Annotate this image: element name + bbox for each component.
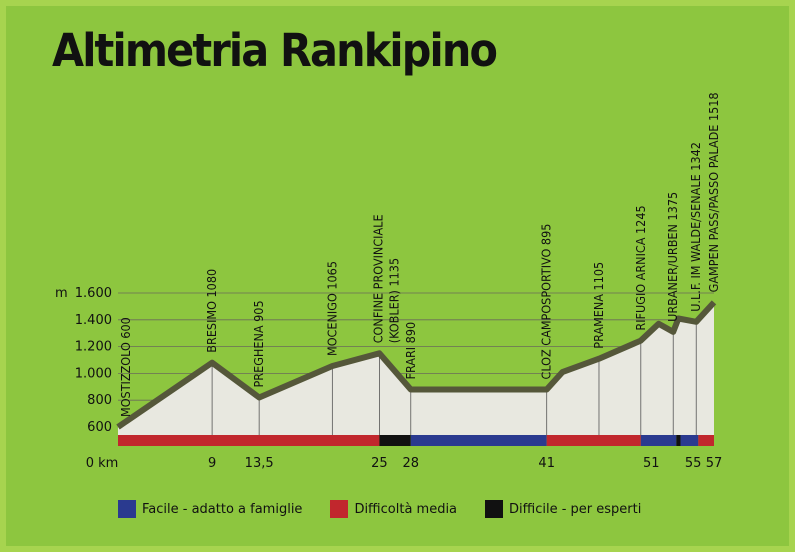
waypoint-label: MOSTIZZOLO 600 bbox=[118, 317, 133, 417]
waypoint-label: CLOZ CAMPOSPORTIVO 895 bbox=[539, 224, 554, 380]
y-tick-label: 600 bbox=[87, 420, 112, 435]
x-tick-label: 9 bbox=[208, 456, 216, 471]
legend-label: Facile - adatto a famiglie bbox=[142, 501, 303, 517]
legend-label: Difficoltà media bbox=[354, 501, 458, 517]
y-tick-label: 1.600 bbox=[75, 286, 112, 301]
profile-line bbox=[116, 300, 717, 430]
legend-item-facile: Facile - adatto a famiglie bbox=[118, 500, 302, 518]
legend: Facile - adatto a famiglie Difficoltà med… bbox=[118, 500, 669, 518]
waypoint-label: PREGHENA 905 bbox=[251, 300, 266, 387]
waypoint-label-group: U.L.F. IM WALDE/SENALE 1342 bbox=[688, 142, 703, 312]
legend-swatch bbox=[485, 500, 504, 518]
waypoint-label-line2: (KOBLER) 1135 bbox=[386, 258, 401, 343]
waypoint-label: BRESIMO 1080 bbox=[204, 269, 219, 353]
waypoint-label-group: GAMPEN PASS/PASSO PALADE 1518 bbox=[706, 92, 721, 292]
x-axis: 0 km 9 13,5 25 28 41 51 55 57 bbox=[86, 456, 723, 471]
waypoint-label-group: CONFINE PROVINCIALE (KOBLER) 1135 bbox=[370, 214, 401, 343]
legend-label: Difficile - per esperti bbox=[509, 501, 642, 517]
waypoint-label-group: PREGHENA 905 bbox=[251, 300, 266, 387]
chart-title: Altimetria Rankipino bbox=[52, 24, 498, 77]
x-tick-label: 13,5 bbox=[245, 456, 274, 471]
x-tick-label: 57 bbox=[706, 456, 723, 471]
x-tick-label: 51 bbox=[643, 456, 660, 471]
x-tick-label: 55 bbox=[685, 456, 702, 471]
legend-swatch bbox=[118, 500, 136, 518]
waypoint-label-group: PRAMENA 1105 bbox=[591, 262, 606, 349]
legend-item-difficile: Difficile - per esperti bbox=[485, 500, 641, 518]
waypoint-label-group: RIFUGIO ARNICA 1245 bbox=[633, 205, 648, 330]
x-tick-label: 0 km bbox=[86, 456, 119, 471]
waypoint-label: U.L.F. IM WALDE/SENALE 1342 bbox=[688, 142, 703, 312]
waypoint-drop-lines bbox=[211, 321, 697, 435]
y-tick-label: 1.000 bbox=[75, 366, 112, 381]
waypoint-label: MOCENIGO 1065 bbox=[324, 261, 339, 356]
waypoint-label-group: MOCENIGO 1065 bbox=[324, 261, 339, 356]
waypoint-label-group: BRESIMO 1080 bbox=[204, 269, 219, 353]
x-tick-label: 25 bbox=[371, 456, 388, 471]
waypoint-label: RIFUGIO ARNICA 1245 bbox=[633, 205, 648, 330]
difficulty-segment-media bbox=[118, 435, 380, 446]
waypoint-label-group: URBANER/URBEN 1375 bbox=[665, 192, 680, 322]
difficulty-segment-media bbox=[698, 435, 714, 446]
difficulty-bar bbox=[118, 435, 714, 446]
x-tick-label: 28 bbox=[402, 456, 419, 471]
waypoint-label-group: FRARI 890 bbox=[403, 322, 418, 380]
waypoint-label: GAMPEN PASS/PASSO PALADE 1518 bbox=[706, 92, 721, 292]
y-axis-unit: m bbox=[55, 286, 68, 301]
difficulty-segment-facile bbox=[680, 435, 699, 446]
legend-item-media: Difficoltà media bbox=[330, 500, 457, 518]
waypoint-labels: MOSTIZZOLO 600 BRESIMO 1080 PREGHENA 905 MO… bbox=[118, 92, 721, 417]
waypoint-label-group: CLOZ CAMPOSPORTIVO 895 bbox=[539, 224, 554, 380]
y-axis: 600 800 1.000 1.200 1.400 1.600 m bbox=[55, 286, 112, 435]
waypoint-label: FRARI 890 bbox=[403, 322, 418, 380]
legend-swatch bbox=[330, 500, 349, 518]
difficulty-segment-difficile bbox=[379, 435, 411, 446]
waypoint-label: CONFINE PROVINCIALE bbox=[370, 214, 385, 343]
difficulty-segment-facile bbox=[640, 435, 677, 446]
profile-area-fill bbox=[118, 302, 714, 435]
waypoint-label: URBANER/URBEN 1375 bbox=[665, 192, 680, 322]
profile-area bbox=[118, 302, 714, 435]
y-tick-label: 1.200 bbox=[75, 340, 112, 355]
x-tick-label: 41 bbox=[538, 456, 555, 471]
waypoint-label-group: MOSTIZZOLO 600 bbox=[118, 317, 133, 417]
difficulty-segment-difficile bbox=[676, 435, 681, 446]
difficulty-segment-facile bbox=[410, 435, 547, 446]
profile-polyline bbox=[116, 300, 717, 430]
y-tick-label: 800 bbox=[87, 393, 112, 408]
y-tick-label: 1.400 bbox=[75, 313, 112, 328]
waypoint-label: PRAMENA 1105 bbox=[591, 262, 606, 349]
difficulty-segment-media bbox=[546, 435, 641, 446]
